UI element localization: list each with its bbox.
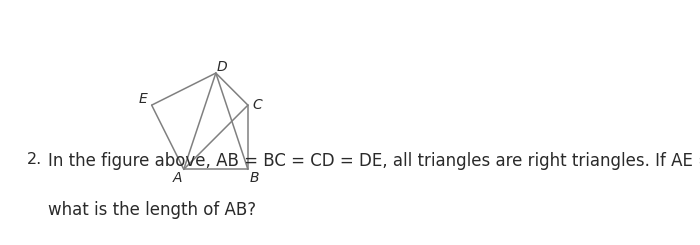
Text: C: C: [252, 98, 262, 112]
Text: E: E: [139, 92, 148, 106]
Text: B: B: [250, 171, 259, 185]
Text: what is the length of AB?: what is the length of AB?: [48, 201, 255, 219]
Text: D: D: [217, 60, 228, 74]
Text: 2.: 2.: [27, 152, 42, 167]
Text: A: A: [173, 171, 182, 185]
Text: In the figure above, AB = BC = CD = DE, all triangles are right triangles. If AE: In the figure above, AB = BC = CD = DE, …: [48, 152, 700, 170]
